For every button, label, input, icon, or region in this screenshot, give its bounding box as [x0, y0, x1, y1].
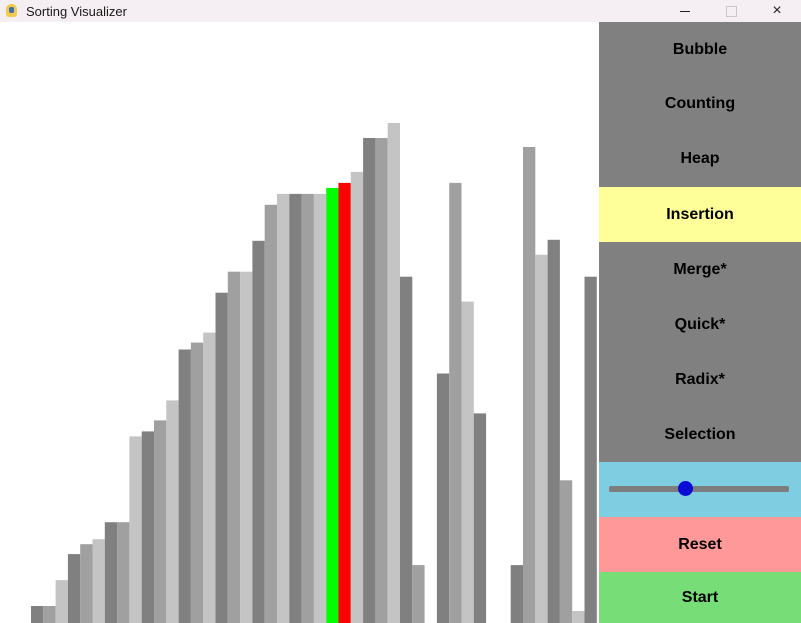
- array-bar: [67, 554, 81, 623]
- array-bar: [326, 187, 339, 623]
- bar-visualization-area: [0, 22, 599, 623]
- algorithm-button-merge[interactable]: Merge*: [599, 242, 801, 297]
- algorithm-button-bubble[interactable]: Bubble: [599, 22, 801, 77]
- speed-slider-track[interactable]: [609, 486, 789, 492]
- close-icon: ×: [772, 2, 782, 19]
- algorithm-button-heap[interactable]: Heap: [599, 131, 801, 187]
- speed-slider-knob[interactable]: [677, 481, 693, 496]
- array-bar: [166, 400, 179, 623]
- array-bar: [449, 182, 462, 623]
- array-bar: [313, 193, 327, 623]
- bars-svg: [31, 123, 597, 623]
- minimize-button[interactable]: [662, 0, 708, 22]
- algorithm-button-counting[interactable]: Counting: [599, 77, 801, 131]
- array-bar: [363, 138, 376, 623]
- array-bar: [240, 271, 253, 623]
- array-bar: [461, 301, 474, 623]
- array-bar: [117, 522, 130, 623]
- algorithm-button-quick[interactable]: Quick*: [599, 297, 801, 352]
- control-panel: Bubble Counting Heap Insertion Merge* Quick* R…: [599, 22, 801, 623]
- array-bar: [387, 123, 400, 623]
- window-title: Sorting Visualizer: [26, 3, 127, 19]
- array-bar: [301, 193, 314, 623]
- pygame-snake-icon: [4, 3, 20, 19]
- speed-slider-area: [599, 462, 801, 517]
- close-button[interactable]: ×: [754, 0, 800, 22]
- array-bar: [375, 138, 388, 623]
- array-bar: [252, 240, 265, 623]
- algorithm-button-selection[interactable]: Selection: [599, 407, 801, 462]
- algorithm-button-radix[interactable]: Radix*: [599, 352, 801, 407]
- array-bar: [154, 420, 167, 623]
- array-bar: [412, 565, 425, 623]
- array-bar: [31, 606, 44, 623]
- array-bar: [572, 611, 585, 623]
- array-bar: [43, 606, 56, 623]
- array-bar: [104, 522, 118, 623]
- array-bar: [80, 544, 93, 623]
- reset-button[interactable]: Reset: [599, 517, 801, 572]
- array-bar: [338, 182, 351, 623]
- array-bar: [289, 193, 302, 623]
- array-bar: [523, 147, 536, 623]
- start-button[interactable]: Start: [599, 572, 801, 623]
- array-bar: [92, 539, 105, 623]
- array-bar: [350, 171, 364, 623]
- array-bar: [129, 436, 142, 623]
- array-bar: [203, 332, 216, 623]
- array-bar: [559, 480, 573, 623]
- array-bar: [510, 565, 523, 623]
- array-bar: [227, 271, 241, 623]
- array-bar: [264, 204, 277, 623]
- array-bar: [436, 373, 450, 623]
- array-bar: [473, 413, 487, 623]
- title-bar: Sorting Visualizer ×: [0, 0, 801, 22]
- maximize-icon: [725, 5, 737, 17]
- algorithm-button-insertion[interactable]: Insertion: [599, 187, 801, 242]
- array-bar: [535, 254, 548, 623]
- array-bar: [178, 349, 191, 623]
- minimize-icon: [680, 10, 690, 12]
- array-bar: [277, 193, 290, 623]
- array-bar: [215, 292, 228, 623]
- array-bar: [55, 580, 68, 623]
- maximize-button[interactable]: [708, 0, 754, 22]
- array-bar: [190, 342, 204, 623]
- array-bar: [547, 239, 560, 623]
- array-bar: [584, 276, 597, 623]
- array-bar: [400, 276, 413, 623]
- array-bar: [141, 431, 154, 623]
